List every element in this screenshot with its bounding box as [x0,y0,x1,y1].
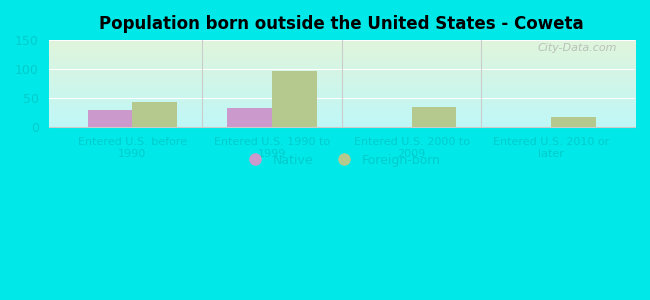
Title: Population born outside the United States - Coweta: Population born outside the United State… [99,15,584,33]
Bar [551,117,596,127]
Bar [133,102,177,127]
Bar [227,108,272,127]
Legend: Native, Foreign-born: Native, Foreign-born [238,148,446,172]
Bar [88,110,133,127]
Bar [272,71,317,127]
Text: City-Data.com: City-Data.com [538,43,617,53]
Bar [411,107,456,127]
